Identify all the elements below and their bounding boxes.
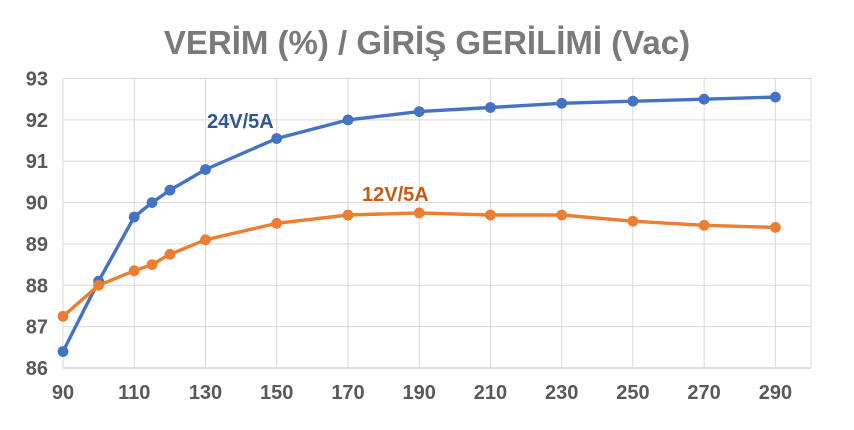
data-point-12V/5A-170	[342, 209, 354, 221]
x-tick-label-270: 270	[687, 382, 720, 404]
y-tick-label-88: 88	[26, 275, 48, 297]
data-point-24V/5A-290	[770, 91, 781, 103]
y-tick-label-92: 92	[26, 110, 48, 132]
data-point-24V/5A-270	[698, 93, 710, 105]
x-tick-label-110: 110	[118, 382, 150, 404]
y-tick-label-87: 87	[26, 317, 48, 339]
x-tick-label-170: 170	[331, 382, 364, 404]
data-point-12V/5A-230	[556, 209, 568, 221]
data-point-12V/5A-110	[128, 265, 140, 277]
data-point-24V/5A-210	[485, 102, 496, 113]
x-tick-label-190: 190	[403, 382, 436, 404]
y-tick-label-90: 90	[26, 193, 48, 215]
data-point-12V/5A-290	[770, 222, 781, 233]
data-point-12V/5A-270	[698, 219, 710, 231]
data-point-24V/5A-130	[200, 164, 211, 175]
data-point-12V/5A-115	[146, 259, 158, 270]
chart-title: VERİM (%) / GİRİŞ GERİLİMİ (Vac)	[163, 24, 691, 61]
x-tick-label-230: 230	[545, 382, 578, 404]
data-point-12V/5A-190	[413, 207, 425, 219]
data-point-24V/5A-250	[627, 95, 639, 107]
series-label-12v-5a: 12V/5A	[362, 184, 429, 206]
data-point-24V/5A-115	[146, 197, 158, 209]
y-tick-label-91: 91	[26, 151, 48, 173]
series-label-24v-5a: 24V/5A	[207, 111, 274, 133]
data-point-24V/5A-150	[271, 133, 283, 144]
y-tick-label-93: 93	[26, 69, 48, 91]
x-tick-label-250: 250	[616, 382, 649, 404]
data-point-24V/5A-170	[342, 114, 354, 126]
data-point-24V/5A-190	[413, 106, 425, 117]
x-tick-label-290: 290	[759, 382, 792, 404]
y-tick-label-86: 86	[26, 358, 48, 380]
data-point-12V/5A-90	[57, 310, 69, 322]
data-point-12V/5A-130	[200, 234, 211, 246]
data-point-12V/5A-150	[271, 217, 283, 229]
x-tick-label-210: 210	[474, 382, 507, 404]
y-tick-label-89: 89	[26, 234, 48, 256]
data-point-24V/5A-90	[57, 346, 69, 357]
data-point-12V/5A-120	[164, 248, 176, 260]
data-point-24V/5A-110	[128, 211, 140, 223]
data-point-12V/5A-100	[93, 279, 104, 291]
data-point-12V/5A-250	[627, 215, 639, 227]
data-point-12V/5A-210	[485, 209, 496, 221]
data-point-24V/5A-120	[164, 184, 176, 196]
x-tick-label-150: 150	[260, 382, 293, 404]
data-point-24V/5A-230	[556, 97, 568, 109]
x-tick-label-130: 130	[189, 382, 222, 404]
x-tick-label-90: 90	[52, 382, 74, 404]
